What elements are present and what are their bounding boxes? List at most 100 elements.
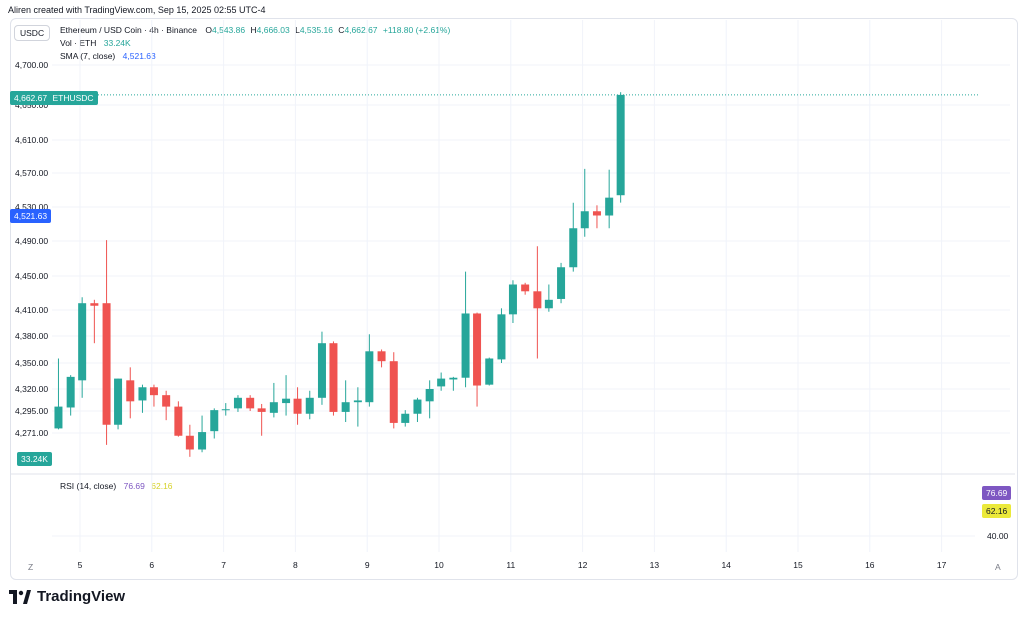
candle-up bbox=[508, 284, 517, 315]
candle-up bbox=[114, 378, 123, 425]
y-tick-label: 4,410.00 bbox=[15, 305, 48, 315]
rsi-sma-value: 62.16 bbox=[151, 481, 173, 491]
y-tick-label: 4,380.00 bbox=[15, 331, 48, 341]
x-tick-label: 11 bbox=[506, 560, 515, 570]
legend-open: 4,543.86 bbox=[212, 25, 246, 35]
legend-rsi-line: RSI (14, close) 76.69 62.16 bbox=[60, 481, 173, 491]
candle-down bbox=[329, 343, 338, 412]
rsi-tick-label: 40.00 bbox=[987, 531, 1009, 541]
candle-up bbox=[569, 228, 578, 268]
legend-high-label: H bbox=[250, 25, 257, 35]
y-tick-label: 4,350.00 bbox=[15, 358, 48, 368]
last-price-value: 4,662.67 bbox=[14, 93, 48, 103]
candle-up bbox=[605, 197, 614, 216]
candle-down bbox=[102, 303, 111, 425]
candle-up bbox=[282, 398, 291, 404]
candle-down bbox=[246, 397, 255, 409]
candle-up bbox=[138, 387, 147, 401]
rsi-badge: 76.69 bbox=[982, 486, 1012, 500]
y-tick-label: 4,490.00 bbox=[15, 236, 48, 246]
candle-up bbox=[485, 358, 494, 385]
brand-name: TradingView bbox=[37, 588, 126, 605]
candle-up bbox=[401, 413, 410, 423]
last-price-badge: 4,662.67 ETHUSDC bbox=[10, 91, 98, 105]
sma-price-badge: 4,521.63 bbox=[10, 209, 52, 223]
y-tick-label: 4,570.00 bbox=[15, 168, 48, 178]
candle-up bbox=[616, 94, 625, 196]
candle-up bbox=[557, 267, 566, 299]
candle-down bbox=[90, 303, 99, 306]
volume-value: 33.24K bbox=[103, 38, 131, 48]
candle-up bbox=[66, 376, 75, 408]
candle-up bbox=[353, 400, 362, 403]
candle-down bbox=[533, 291, 542, 309]
y-tick-label: 4,295.00 bbox=[15, 406, 48, 416]
candle-down bbox=[185, 435, 194, 450]
y-tick-label: 4,610.00 bbox=[15, 135, 48, 145]
x-tick-label: 9 bbox=[365, 560, 370, 570]
y-tick-label: 4,271.00 bbox=[15, 428, 48, 438]
legend-symbol-line: Ethereum / USD Coin · 4h · Binance O4,54… bbox=[60, 25, 450, 35]
candle-down bbox=[257, 408, 266, 412]
candle-up bbox=[233, 397, 242, 409]
x-tick-label: 13 bbox=[650, 560, 660, 570]
tradingview-icon bbox=[9, 589, 31, 604]
volume-badge: 33.24K bbox=[17, 452, 52, 466]
credit-line: Aliren created with TradingView.com, Sep… bbox=[8, 5, 266, 15]
x-tick-label: 15 bbox=[793, 560, 803, 570]
candle-up bbox=[198, 432, 207, 450]
candle-down bbox=[174, 406, 183, 436]
x-tick-label: 6 bbox=[149, 560, 154, 570]
legend-open-label: O bbox=[205, 25, 213, 35]
candle-up bbox=[413, 399, 422, 414]
candle-up bbox=[580, 211, 589, 229]
sma-label: SMA (7, close) bbox=[60, 51, 116, 61]
candle-up bbox=[78, 303, 87, 381]
candle-down bbox=[377, 351, 386, 362]
tradingview-logo: TradingView bbox=[9, 588, 125, 605]
x-tick-label: 8 bbox=[293, 560, 298, 570]
legend-low: 4,535.16 bbox=[299, 25, 333, 35]
candle-up bbox=[365, 351, 374, 403]
legend-change: +118.80 (+2.61%) bbox=[382, 25, 451, 35]
rsi-sma-badge: 62.16 bbox=[982, 504, 1012, 518]
legend-sma-line: SMA (7, close) 4,521.63 bbox=[60, 51, 156, 61]
candle-up bbox=[54, 406, 63, 429]
candle-up bbox=[544, 299, 553, 309]
candle-down bbox=[162, 395, 171, 407]
currency-button[interactable]: USDC bbox=[14, 25, 51, 41]
y-tick-label: 4,650.00 bbox=[15, 100, 48, 110]
x-tick-label: 16 bbox=[865, 560, 875, 570]
x-tick-label: 5 bbox=[78, 560, 83, 570]
candle-down bbox=[592, 211, 601, 216]
legend-close-label: C bbox=[338, 25, 345, 35]
candle-up bbox=[425, 389, 434, 402]
candle-down bbox=[149, 387, 158, 396]
candle-up bbox=[269, 402, 278, 413]
candle-down bbox=[473, 313, 482, 386]
x-tick-label: 14 bbox=[721, 560, 731, 570]
legend-low-label: L bbox=[295, 25, 300, 35]
x-tick-label: 17 bbox=[937, 560, 947, 570]
candle-up bbox=[461, 313, 470, 378]
volume-label: Vol · ETH bbox=[60, 38, 97, 48]
auto-scale-button[interactable]: A bbox=[995, 562, 1001, 572]
candle-up bbox=[449, 377, 458, 380]
sma-value: 4,521.63 bbox=[122, 51, 156, 61]
x-tick-label: 10 bbox=[434, 560, 444, 570]
candle-down bbox=[389, 361, 398, 423]
candle-down bbox=[293, 398, 302, 414]
y-tick-label: 4,320.00 bbox=[15, 384, 48, 394]
legend-high: 4,666.03 bbox=[256, 25, 290, 35]
legend-close: 4,662.67 bbox=[344, 25, 378, 35]
rsi-label: RSI (14, close) bbox=[60, 481, 117, 491]
candle-up bbox=[210, 410, 219, 432]
candle-up bbox=[305, 397, 314, 414]
zoom-button[interactable]: Z bbox=[28, 562, 34, 572]
candle-up bbox=[317, 343, 326, 398]
candle-up bbox=[497, 314, 506, 360]
candle-up bbox=[221, 409, 230, 411]
rsi-value: 76.69 bbox=[123, 481, 145, 491]
y-tick-label: 4,700.00 bbox=[15, 60, 48, 70]
